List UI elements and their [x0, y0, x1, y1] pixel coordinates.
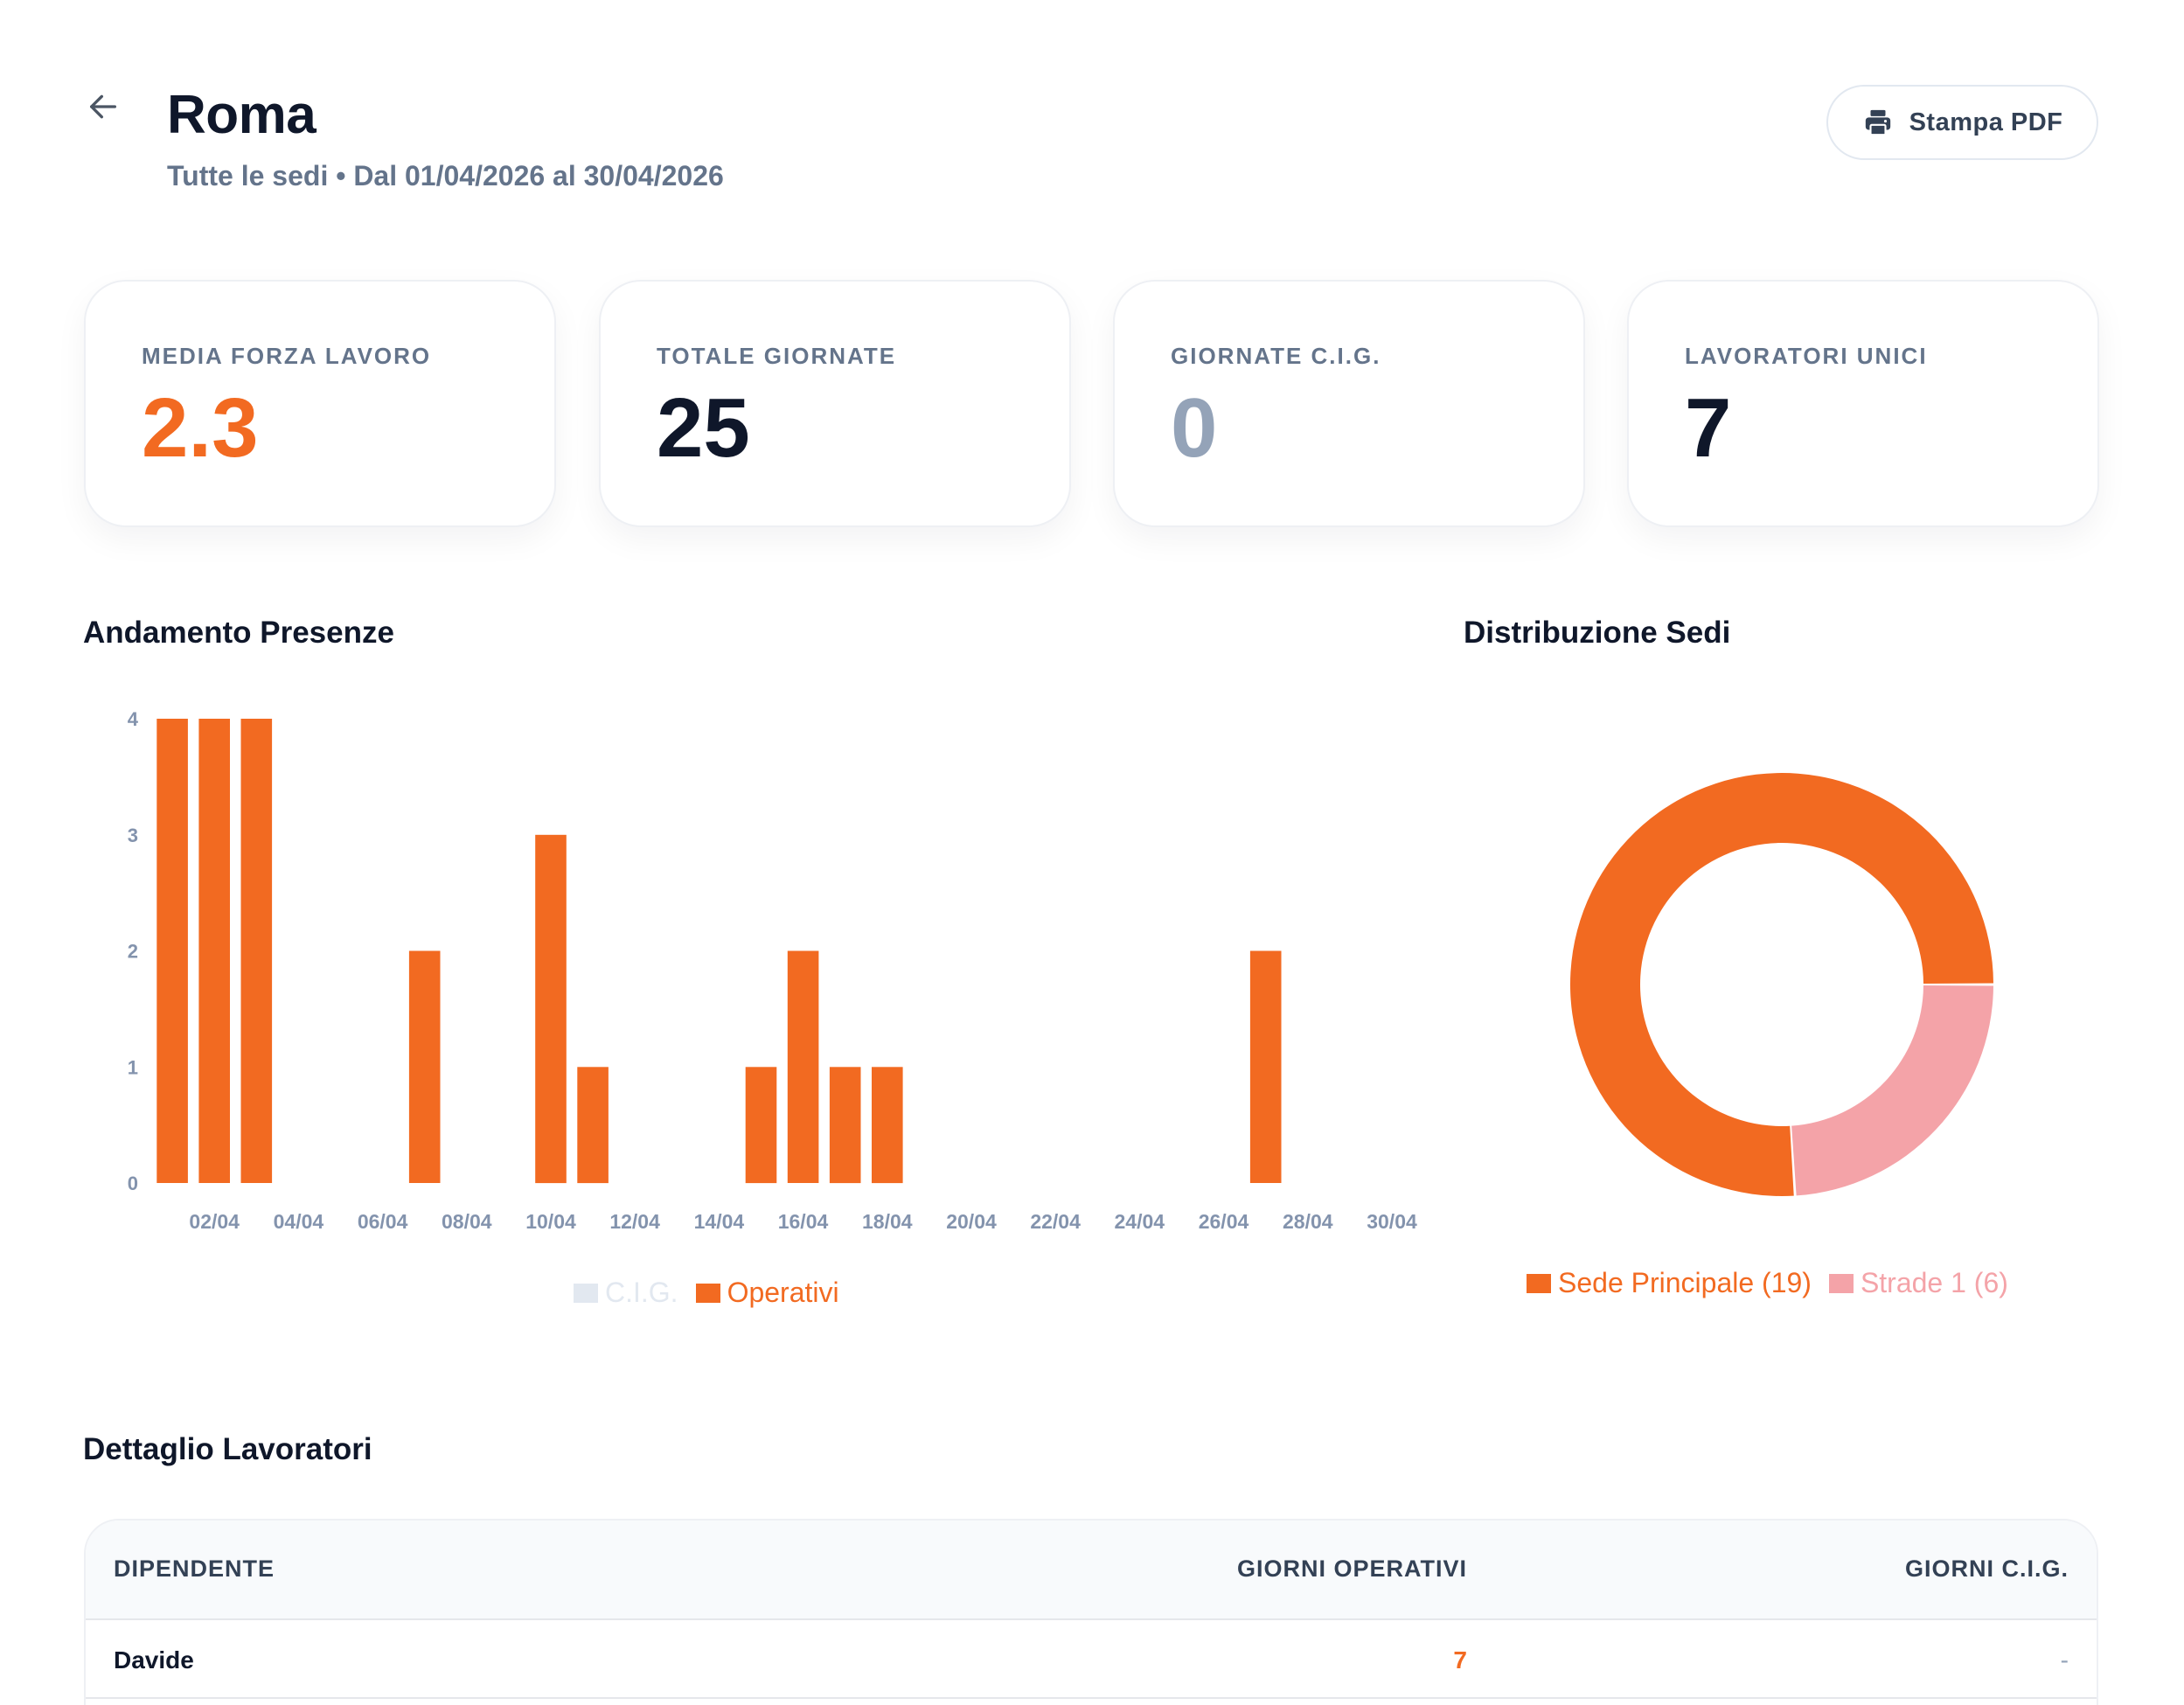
kpi-value: 25 [657, 381, 750, 475]
kpi-card-media-forza-lavoro: MEDIA FORZA LAVORO 2.3 [84, 280, 556, 527]
attendance-bar-chart: 0 1 2 3 4 02/04 04/04 06/04 08/04 10/04 12/04 14/04… [128, 708, 1417, 1233]
print-pdf-button[interactable]: Stampa PDF [1826, 85, 2098, 160]
legend-swatch [695, 1283, 720, 1303]
locations-donut-chart [1570, 773, 1993, 1196]
x-tick-label: 24/04 [1115, 1210, 1165, 1233]
column-header-dipendente[interactable]: DIPENDENTE [114, 1555, 275, 1582]
donut-slice-sede-principale[interactable] [1570, 773, 1993, 1196]
cell-dipendente: Davide [114, 1646, 194, 1674]
column-header-giorni-cig[interactable]: GIORNI C.I.G. [1904, 1555, 2069, 1582]
bar-operativi[interactable] [156, 719, 188, 1183]
x-tick-label: 18/04 [862, 1210, 913, 1233]
x-tick-label: 04/04 [274, 1210, 324, 1233]
x-tick-label: 10/04 [525, 1210, 576, 1233]
kpi-label: GIORNATE C.I.G. [1171, 343, 1381, 369]
kpi-card-giornate-cig: GIORNATE C.I.G. 0 [1113, 280, 1585, 527]
bar-chart-legend: C.I.G. Operativi [574, 1277, 839, 1309]
x-tick-label: 02/04 [189, 1210, 240, 1233]
kpi-value: 0 [1171, 381, 1218, 475]
kpi-value: 2.3 [142, 381, 259, 475]
legend-label: Operativi [727, 1277, 839, 1308]
x-tick-label: 26/04 [1199, 1210, 1249, 1233]
table-row[interactable]: Davide 7 - [86, 1620, 2097, 1699]
kpi-card-lavoratori-unici: LAVORATORI UNICI 7 [1627, 280, 2099, 527]
kpi-label: LAVORATORI UNICI [1685, 343, 1928, 369]
y-tick-label: 1 [128, 1056, 138, 1078]
bar-operativi[interactable] [829, 1067, 861, 1184]
kpi-card-totale-giornate: TOTALE GIORNATE 25 [599, 280, 1071, 527]
y-tick-label: 2 [128, 941, 138, 963]
legend-swatch [1527, 1273, 1551, 1293]
legend-item-cig[interactable]: C.I.G. [574, 1277, 678, 1309]
column-header-giorni-operativi[interactable]: GIORNI OPERATIVI [1236, 1555, 1467, 1582]
back-button[interactable] [84, 87, 122, 126]
bar-operativi[interactable] [240, 719, 273, 1183]
detail-section-title: Dettaglio Lavoratori [83, 1432, 372, 1466]
cell-giorni-cig: - [2060, 1646, 2069, 1674]
workers-table: DIPENDENTE GIORNI OPERATIVI GIORNI C.I.G… [84, 1519, 2098, 1705]
table-header: DIPENDENTE GIORNI OPERATIVI GIORNI C.I.G… [86, 1521, 2097, 1620]
legend-label: C.I.G. [605, 1277, 678, 1308]
kpi-label: MEDIA FORZA LAVORO [142, 343, 432, 369]
x-tick-label: 08/04 [442, 1210, 492, 1233]
legend-label: Sede Principale (19) [1558, 1267, 1812, 1298]
kpi-value: 7 [1685, 381, 1732, 475]
bar-operativi[interactable] [745, 1067, 777, 1184]
x-tick-label: 06/04 [358, 1210, 408, 1233]
print-pdf-label: Stampa PDF [1909, 108, 2063, 136]
bar-operativi[interactable] [577, 1067, 609, 1184]
legend-item-operativi[interactable]: Operativi [695, 1277, 839, 1309]
legend-label: Strade 1 (6) [1860, 1267, 2008, 1298]
donut-slice-strade-1[interactable] [1791, 985, 1993, 1196]
legend-swatch [1828, 1273, 1854, 1293]
x-tick-label: 20/04 [946, 1210, 997, 1233]
y-tick-label: 4 [128, 708, 139, 730]
x-tick-label: 12/04 [609, 1210, 660, 1233]
distribution-section-title: Distribuzione Sedi [1464, 616, 1731, 650]
x-tick-label: 14/04 [694, 1210, 745, 1233]
trend-section-title: Andamento Presenze [83, 616, 394, 650]
bar-operativi[interactable] [535, 834, 567, 1184]
printer-icon [1865, 109, 1890, 136]
donut-legend: Sede Principale (19) Strade 1 (6) [1527, 1267, 2008, 1299]
bar-operativi[interactable] [408, 950, 441, 1184]
y-tick-label: 3 [128, 825, 138, 846]
page-subtitle: Tutte le sedi • Dal 01/04/2026 al 30/04/… [167, 160, 724, 191]
x-tick-label: 28/04 [1283, 1210, 1333, 1233]
bar-operativi[interactable] [198, 719, 230, 1183]
legend-swatch [574, 1283, 598, 1303]
arrow-left-icon [90, 94, 116, 119]
bar-operativi[interactable] [1249, 950, 1282, 1184]
legend-item-strade-1[interactable]: Strade 1 (6) [1828, 1267, 2008, 1299]
x-tick-label: 22/04 [1030, 1210, 1081, 1233]
cell-giorni-operativi: 7 [1453, 1646, 1467, 1674]
x-tick-label: 16/04 [778, 1210, 829, 1233]
x-tick-label: 30/04 [1367, 1210, 1417, 1233]
bar-operativi[interactable] [787, 950, 819, 1184]
legend-item-sede-principale[interactable]: Sede Principale (19) [1527, 1267, 1812, 1299]
y-tick-label: 0 [128, 1173, 138, 1194]
kpi-label: TOTALE GIORNATE [657, 343, 897, 369]
bar-operativi[interactable] [872, 1067, 903, 1184]
page-title: Roma [167, 85, 316, 145]
